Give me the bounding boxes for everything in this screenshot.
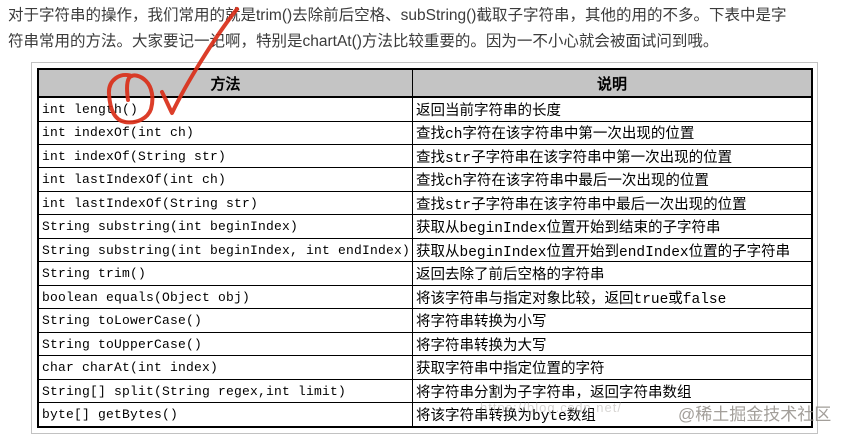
community-watermark: @稀土掘金技术社区 [678,405,832,424]
method-cell: String toUpperCase() [37,331,413,357]
table-row: String substring(int beginIndex) 获取从begin… [37,214,813,239]
table-row: String[] split(String regex,int limit) 将字… [37,378,813,404]
table-header-row: 方法 说明 [37,68,813,98]
description-cell: 将该字符串与指定对象比较，返回true或false [412,284,813,310]
description-cell: 将字符串转换为大写 [412,331,813,357]
method-cell: boolean equals(Object obj) [37,284,413,310]
table-container: 方法 说明 int length() 返回当前字符串的长度 int indexOf(… [31,62,818,434]
url-watermark: https://blog.csdn.net/ [480,400,622,415]
method-cell: int length() [37,96,413,122]
description-cell: 获取字符串中指定位置的字符 [412,355,813,380]
description-cell: 将字符串分割为子字符串，返回字符串数组 [412,378,813,404]
table-row: String trim() 返回去除了前后空格的字符串 [37,261,813,286]
intro-line-1: 对于字符串的操作，我们常用的就是trim()去除前后空格、subString()… [8,7,787,24]
description-cell: 查找ch字符在该字符串中最后一次出现的位置 [412,167,813,192]
description-cell: 将字符串转换为小写 [412,308,813,333]
table-row: int lastIndexOf(int ch) 查找ch字符在该字符串中最后一次出… [37,167,813,192]
method-cell: String toLowerCase() [37,308,413,333]
table-row: int indexOf(int ch) 查找ch字符在该字符串中第一次出现的位置 [37,120,813,146]
description-cell: 查找ch字符在该字符串中第一次出现的位置 [412,120,813,146]
table-row: String toUpperCase() 将字符串转换为大写 [37,331,813,357]
table-row: char charAt(int index) 获取字符串中指定位置的字符 [37,355,813,380]
string-methods-table: 方法 说明 int length() 返回当前字符串的长度 int indexOf(… [37,68,813,428]
method-cell: char charAt(int index) [37,355,413,380]
method-cell: int lastIndexOf(String str) [37,190,413,216]
description-cell: 查找str子字符串在该字符串中最后一次出现的位置 [412,190,813,216]
table-row: int lastIndexOf(String str) 查找str子字符串在该字符… [37,190,813,216]
intro-line-2: 符串常用的方法。大家要记一记啊，特别是chartAt()方法比较重要的。因为一不… [8,33,719,50]
description-cell: 查找str子字符串在该字符串中第一次出现的位置 [412,143,813,169]
method-cell: String substring(int beginIndex) [37,214,413,239]
description-cell: 返回去除了前后空格的字符串 [412,261,813,286]
description-cell: 返回当前字符串的长度 [412,96,813,122]
table-row: int indexOf(String str) 查找str子字符串在该字符串中第一… [37,143,813,169]
intro-paragraph: 对于字符串的操作，我们常用的就是trim()去除前后空格、subString()… [8,3,786,55]
method-cell: String substring(int beginIndex, int end… [37,237,413,263]
description-cell: 获取从beginIndex位置开始到结束的子字符串 [412,214,813,239]
column-header-description: 说明 [412,68,813,98]
table-row: byte[] getBytes() 将该字符串转换为byte数组 [37,402,813,428]
table-header: 方法 说明 [37,68,813,98]
method-cell: int indexOf(String str) [37,143,413,169]
table-row: String substring(int beginIndex, int end… [37,237,813,263]
method-cell: String trim() [37,261,413,286]
method-cell: int indexOf(int ch) [37,120,413,146]
table-row: boolean equals(Object obj) 将该字符串与指定对象比较，返… [37,284,813,310]
table-body: int length() 返回当前字符串的长度 int indexOf(int ch… [37,96,813,428]
column-header-method: 方法 [37,68,413,98]
description-cell: 将该字符串转换为byte数组 [412,402,813,428]
method-cell: int lastIndexOf(int ch) [37,167,413,192]
table-row: int length() 返回当前字符串的长度 [37,96,813,122]
table-row: String toLowerCase() 将字符串转换为小写 [37,308,813,333]
description-cell: 获取从beginIndex位置开始到endIndex位置的子字符串 [412,237,813,263]
method-cell: String[] split(String regex,int limit) [37,378,413,404]
method-cell: byte[] getBytes() [37,402,413,428]
